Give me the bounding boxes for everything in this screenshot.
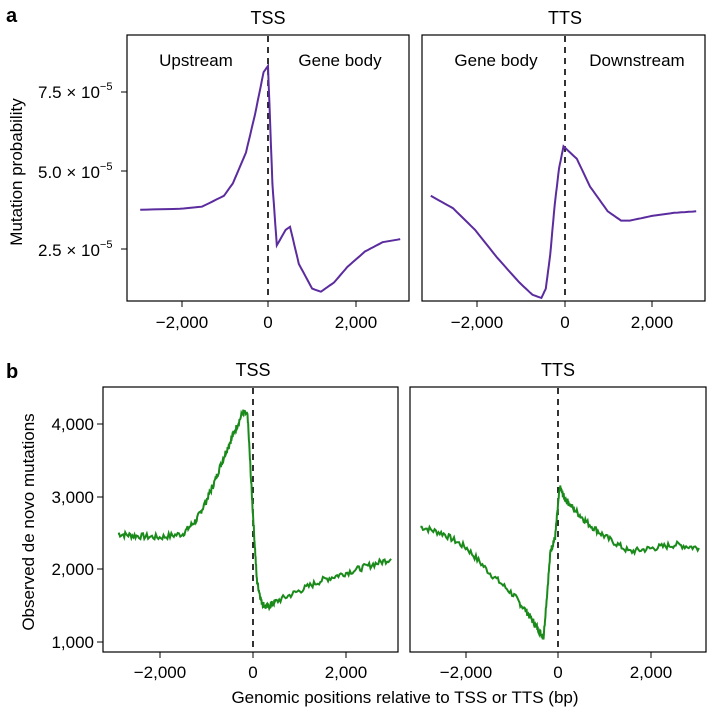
panel-b-ylabel: Observed de novo mutations [19,413,38,630]
panel-a-right-xticks: −2,000 0 2,000 [451,301,674,332]
panel-b-ytick-1: 4,000 [51,415,94,434]
panel-b-ytick-4: 1,000 [51,633,94,652]
panel-b-letter: b [6,361,18,383]
panel-b-right-xticks: −2,000 0 2,000 [440,652,673,682]
panel-b-right-xtick-3: 2,000 [630,663,673,682]
panel-b-ytick-2: 3,000 [51,488,94,507]
panel-a-ylabel: Mutation probability [7,98,26,246]
panel-b-left-title: TSS [235,360,270,380]
panel-a-right-xtick-1: −2,000 [451,313,503,332]
panel-b-left-xtick-2: 0 [248,663,257,682]
panel-b-right-xtick-2: 0 [553,663,562,682]
panel-a-right-region-genebody: Gene body [454,51,538,70]
panel-a-right-series-line [430,144,697,300]
panel-a-ytick-3: 2.5 × 10−5 [38,239,112,260]
panel-b-right-series-line [420,485,700,640]
panel-a-right-region-downstream: Downstream [589,51,684,70]
panel-a-ytick-1: 7.5 × 10−5 [38,81,112,102]
panel-a-right-xtick-2: 0 [560,313,569,332]
panel-b-right-xtick-1: −2,000 [440,663,492,682]
panel-b-ytick-3: 2,000 [51,560,94,579]
panel-a-ytick-2: 5.0 × 10−5 [38,161,112,182]
panel-b-left-xticks: −2,000 0 2,000 [134,652,368,682]
panel-a-left-region-upstream: Upstream [159,51,233,70]
panel-a-left-title: TSS [250,8,285,28]
panel-b-left-xtick-1: −2,000 [134,663,186,682]
panel-b-xlabel: Genomic positions relative to TSS or TTS… [231,688,578,707]
panel-b-yticks: 4,000 3,000 2,000 1,000 [51,415,103,652]
panel-a-left-xtick-3: 2,000 [335,313,378,332]
panel-a-right-title: TTS [548,8,582,28]
panel-b-left-xtick-3: 2,000 [325,663,368,682]
panel-a-left-xticks: −2,000 0 2,000 [156,301,378,332]
panel-a-yticks: 7.5 × 10−5 5.0 × 10−5 2.5 × 10−5 [38,81,127,260]
panel-b-left-series-line [117,409,392,612]
panel-a-right-xtick-3: 2,000 [631,313,674,332]
panel-a-left-region-genebody: Gene body [298,51,382,70]
panel-a-letter: a [6,5,18,27]
panel-a-left-series-line [140,62,401,293]
panel-b-left-frame [102,386,399,653]
panel-a-left-xtick-1: −2,000 [156,313,208,332]
panel-a-right-frame [421,34,706,302]
panel-a-left-xtick-2: 0 [263,313,272,332]
panel-b-right-title: TTS [541,360,575,380]
